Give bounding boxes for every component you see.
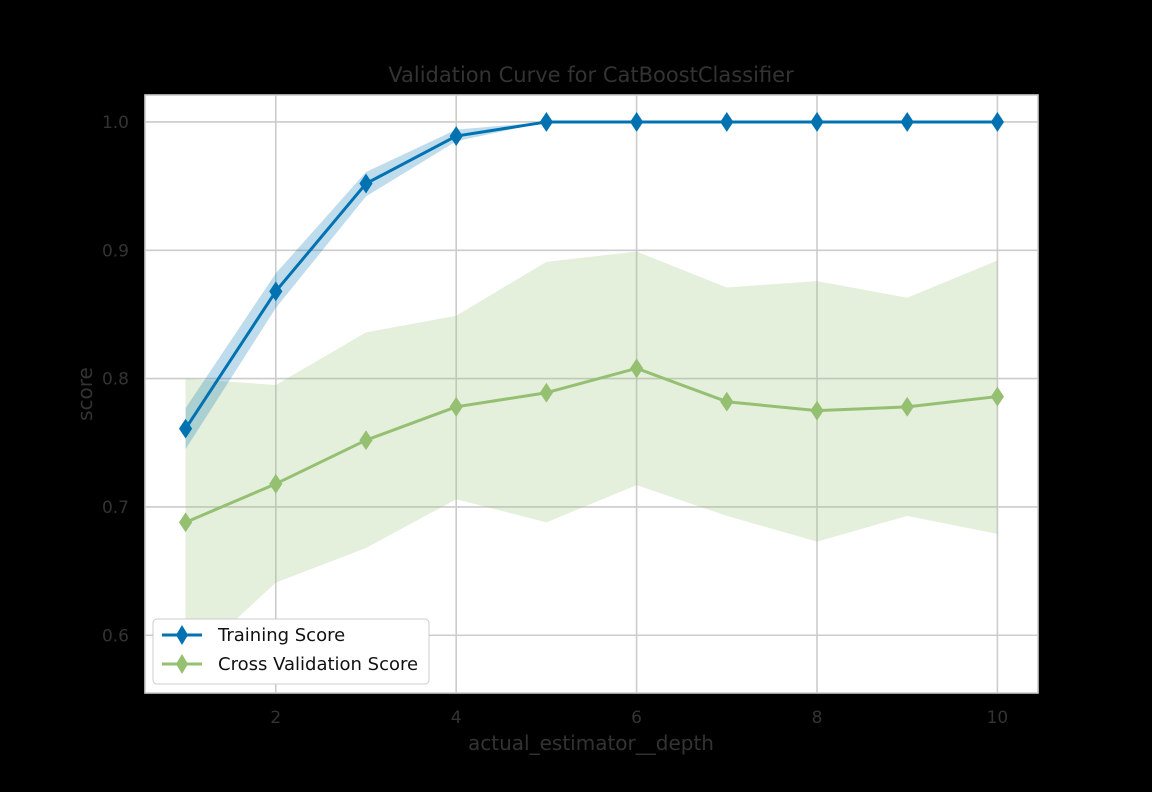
- training-score-point: [990, 112, 1005, 132]
- legend-marker-training: [176, 625, 188, 645]
- cross-validation-point: [900, 396, 914, 417]
- legend: Training Score Cross Validation Score: [152, 618, 430, 685]
- training-score-line: [184, 120, 998, 430]
- training-score-point: [539, 112, 553, 132]
- x-tick-label: 6: [631, 708, 642, 728]
- cross-validation-line: [185, 366, 998, 524]
- y-tick-label: 0.7: [102, 498, 129, 518]
- cross-validation-point: [359, 430, 373, 451]
- cross-validation-point: [449, 396, 463, 417]
- training-score-point: [810, 112, 824, 132]
- y-tick-label: 1.0: [102, 113, 129, 133]
- x-axis-label: actual_estimator__depth: [468, 731, 714, 755]
- training-score-point: [178, 418, 193, 439]
- y-tick-label: 0.9: [102, 241, 129, 261]
- training-score-point: [449, 126, 463, 146]
- cross-validation-point: [178, 512, 193, 533]
- cross-validation-band: [185, 251, 998, 667]
- training-score-point: [720, 112, 734, 132]
- plot-frame: [144, 94, 1039, 694]
- tick-labels: 2 4 6 8 10 0.6 0.7 0.8 0.9 1.0: [102, 113, 1008, 728]
- cross-validation-point: [630, 358, 644, 379]
- y-tick-label: 0.6: [102, 626, 129, 646]
- x-tick-label: 2: [270, 708, 281, 728]
- x-tick-label: 10: [987, 708, 1009, 728]
- training-score-point: [269, 281, 283, 302]
- x-tick-label: 8: [812, 708, 823, 728]
- cross-validation-point: [720, 391, 734, 412]
- cross-validation-point: [990, 386, 1005, 407]
- plot-area: [145, 95, 1038, 693]
- chart-title: Validation Curve for CatBoostClassifier: [388, 63, 794, 87]
- series-lines: [184, 120, 998, 524]
- y-tick-label: 0.8: [102, 370, 129, 390]
- training-score-point: [900, 112, 914, 132]
- cross-validation-point: [539, 382, 553, 403]
- training-score-point: [359, 173, 373, 194]
- legend-box: [152, 618, 430, 685]
- training-score-point: [630, 112, 644, 132]
- series-markers: [178, 112, 1005, 533]
- legend-label-training: Training Score: [217, 625, 345, 646]
- cross-validation-point: [810, 400, 824, 421]
- y-axis-label: score: [73, 367, 97, 421]
- legend-marker-cross-validation: [176, 654, 188, 674]
- cross-validation-point: [269, 473, 283, 494]
- confidence-bands: [185, 121, 998, 667]
- x-tick-label: 4: [451, 708, 462, 728]
- legend-label-cross-validation: Cross Validation Score: [218, 654, 418, 675]
